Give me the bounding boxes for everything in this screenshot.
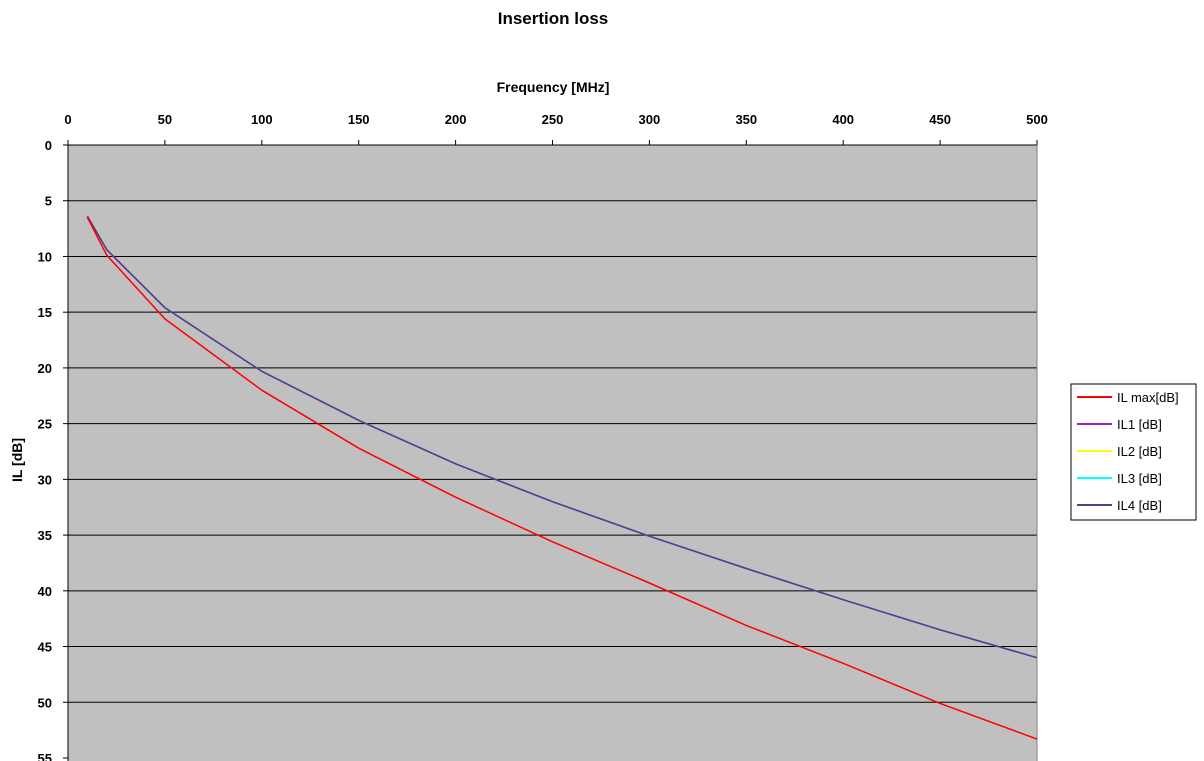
x-tick-label: 0 [64, 112, 71, 127]
y-tick-label: 0 [45, 138, 52, 153]
plot-area [68, 145, 1037, 761]
x-tick-label: 250 [542, 112, 564, 127]
y-tick-label: 45 [38, 640, 52, 655]
x-tick-label: 350 [735, 112, 757, 127]
axes [63, 140, 1038, 761]
y-axis-title: IL [dB] [9, 438, 25, 482]
x-tick-label: 200 [445, 112, 467, 127]
y-tick-label: 50 [38, 695, 52, 710]
legend-label: IL2 [dB] [1117, 444, 1162, 459]
x-axis-title: Frequency [MHz] [497, 79, 610, 95]
legend-box [1070, 383, 1197, 521]
x-tick-label: 100 [251, 112, 273, 127]
y-tick-label: 30 [38, 472, 52, 487]
y-tick-label: 35 [38, 528, 52, 543]
x-tick-labels: 0 50 100 150 200 250 300 350 400 450 500 [64, 112, 1047, 127]
legend-label: IL max[dB] [1117, 390, 1179, 405]
legend-items: IL max[dB] IL1 [dB] IL2 [dB] IL3 [dB] IL4 [d… [1077, 390, 1179, 513]
x-tick-label: 150 [348, 112, 370, 127]
x-tick-label: 450 [929, 112, 951, 127]
y-tick-label: 25 [38, 417, 52, 432]
series-lines [86, 215, 1038, 740]
x-tick-label: 50 [158, 112, 172, 127]
y-tick-label: 15 [38, 305, 52, 320]
legend: IL max[dB] IL1 [dB] IL2 [dB] IL3 [dB] IL4 [d… [1070, 383, 1197, 521]
y-tick-label: 40 [38, 584, 52, 599]
legend-label: IL1 [dB] [1117, 417, 1162, 432]
x-tick-label: 300 [639, 112, 661, 127]
y-tick-label: 10 [38, 249, 52, 264]
legend-label: IL3 [dB] [1117, 471, 1162, 486]
x-tick-label: 400 [832, 112, 854, 127]
chart-title: Insertion loss [498, 9, 609, 28]
y-tick-labels: 0 5 10 15 20 25 30 35 40 45 50 55 [38, 138, 52, 761]
series-line-il-max [86, 217, 1038, 740]
legend-label: IL4 [dB] [1117, 498, 1162, 513]
x-tick-label: 500 [1026, 112, 1048, 127]
y-tick-label: 5 [45, 194, 52, 209]
gridlines [68, 200, 1037, 703]
series-line-il4 [86, 215, 1038, 659]
y-tick-label: 55 [38, 751, 52, 761]
y-tick-label: 20 [38, 361, 52, 376]
